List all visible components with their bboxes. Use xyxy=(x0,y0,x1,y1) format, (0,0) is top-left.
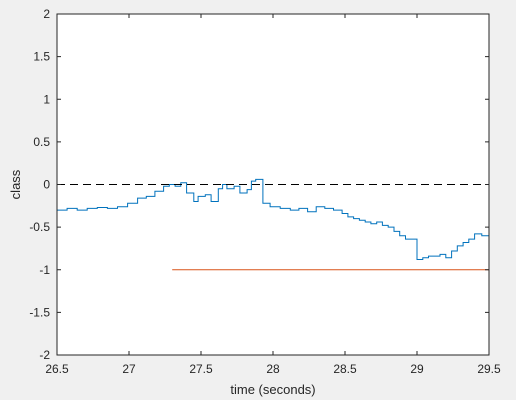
y-tick-label: -2 xyxy=(39,348,50,362)
y-tick-label: -1.5 xyxy=(29,305,50,319)
series-layer xyxy=(57,178,489,271)
series-line-1 xyxy=(57,178,489,260)
x-axis: 26.5 27 27.5 28 28.5 29 29.5 xyxy=(45,14,501,376)
x-axis-label: time (seconds) xyxy=(230,382,315,397)
x-tick-label: 27.5 xyxy=(189,362,213,376)
x-tick-label: 28 xyxy=(266,362,280,376)
y-axis-label: class xyxy=(8,169,23,199)
x-tick-label: 28.5 xyxy=(333,362,357,376)
x-tick-label: 29.5 xyxy=(477,362,501,376)
x-tick-label: 27 xyxy=(122,362,136,376)
x-tick-label: 26.5 xyxy=(45,362,69,376)
y-tick-label: 1.5 xyxy=(33,50,50,64)
y-tick-label: -0.5 xyxy=(29,220,50,234)
y-axis: -2 -1.5 -1 -0.5 0 0.5 1 1.5 2 xyxy=(29,7,489,362)
y-tick-label: -1 xyxy=(39,263,50,277)
y-tick-label: 0 xyxy=(43,178,50,192)
y-tick-label: 2 xyxy=(43,7,50,21)
y-tick-label: 1 xyxy=(43,92,50,106)
y-tick-label: 0.5 xyxy=(33,135,50,149)
x-tick-label: 29 xyxy=(410,362,424,376)
